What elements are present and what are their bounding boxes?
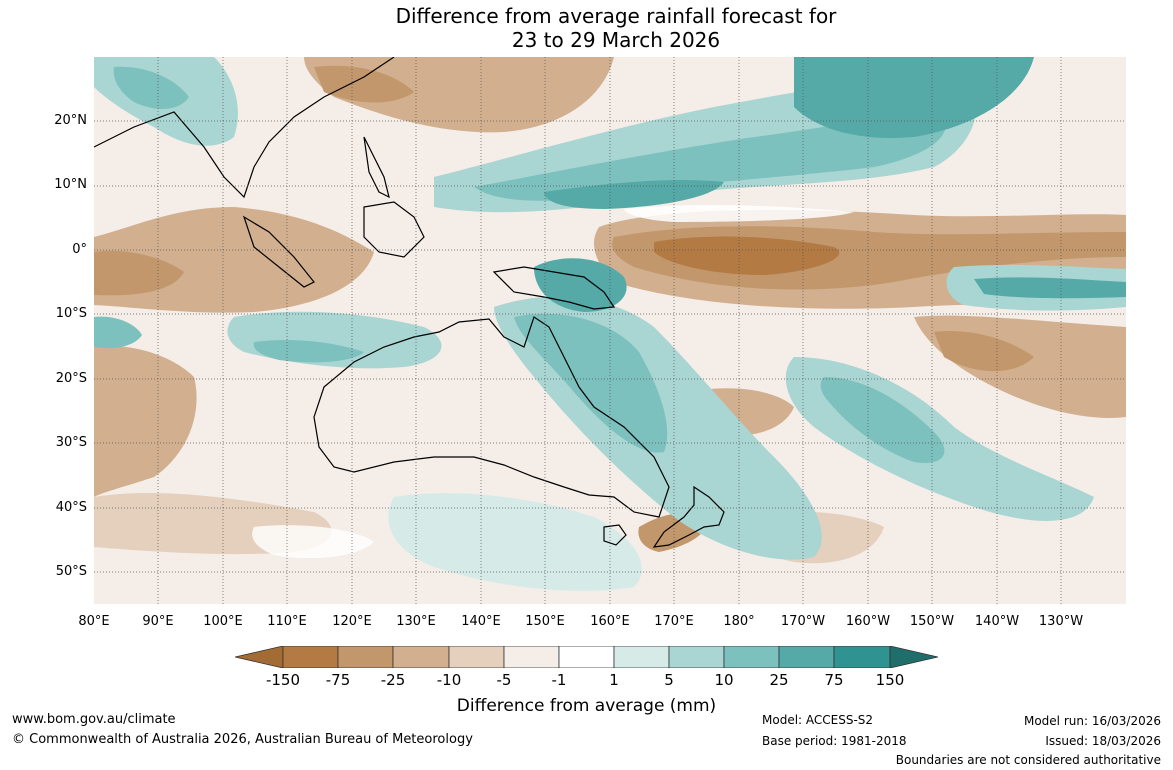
lon-label-140e: 140°E [461,614,501,629]
philippines-coastline [363,136,390,199]
asia-coastline [94,57,395,199]
lon-label-170w: 170°W [780,614,826,629]
legend-swatch-2 [337,646,394,668]
issued-date: Issued: 18/03/2026 [1045,734,1161,748]
borneo-coastline [363,201,425,258]
lon-label-170e: 170°E [654,614,694,629]
dry-region-west-indian [94,346,197,497]
legend-swatch-6 [558,646,615,668]
legend-tick-10: 10 [714,671,734,689]
legend-title: Difference from average (mm) [456,696,717,716]
lat-label-10s: 10°S [55,306,87,321]
legend-swatch-8 [668,646,725,668]
title-line-1: Difference from average rainfall forecas… [395,4,837,28]
neutral-band-southern [252,525,374,559]
legend-tick-minus-25: -25 [380,671,406,689]
lon-label-130e: 130°E [396,614,436,629]
lon-label-150w: 150°W [909,614,955,629]
wet-region-coral-sea-core [514,313,668,453]
wet-anomaly-regions [94,57,1126,591]
wet-region-south-pacific-core [820,377,945,463]
lon-label-100e: 100°E [203,614,243,629]
coastlines [94,57,725,548]
legend-swatch-7 [613,646,670,668]
sumatra-coastline [242,215,315,288]
model-name: Model: ACCESS-S2 [762,713,874,727]
lon-label-120e: 120°E [332,614,372,629]
wet-region-itcz-core [474,116,946,201]
dry-region-south-pacific-core [934,331,1034,372]
lon-label-80e: 80°E [78,614,110,629]
wet-region-itcz-deep [544,180,724,209]
copyright-text: © Commonwealth of Australia 2026, Austra… [12,732,473,747]
legend-swatch-4 [448,646,505,668]
legend-swatch-below-min [235,646,284,668]
tasmania-coastline [603,524,627,546]
legend-tick-minus-75: -75 [325,671,351,689]
lon-label-90e: 90°E [142,614,174,629]
lon-label-130w: 130°W [1038,614,1084,629]
dry-region-indian-core [94,250,184,296]
lon-label-160e: 160°E [590,614,630,629]
map-title: Difference from average rainfall forecas… [0,4,1173,52]
lat-label-equator: 0° [72,242,87,257]
dry-region-pacific-inner [654,236,840,275]
legend-tick-75: 75 [824,671,844,689]
lat-label-30s: 30°S [55,435,87,450]
wet-region-east-pacific-core [974,277,1126,299]
lat-label-20s: 20°S [55,371,87,386]
lon-label-110e: 110°E [267,614,307,629]
legend-colorbar [235,646,938,668]
legend-tick-minus-150: -150 [265,671,301,689]
graticule [94,57,1126,604]
legend-swatch-10 [778,646,835,668]
lat-label-50s: 50°S [55,564,87,579]
new-guinea-coastline [492,266,616,310]
dry-region-north-asia-core [314,65,414,103]
wet-region-melanesia [534,258,627,312]
legend-tick-5: 5 [664,671,674,689]
legend-tick-25: 25 [769,671,789,689]
legend-swatch-1 [282,646,339,668]
lon-label-180: 180° [723,614,755,629]
legend-tick-minus-10: -10 [436,671,462,689]
wet-region-southern-ocean [388,493,642,591]
lat-label-40s: 40°S [55,500,87,515]
neutral-regions [252,205,854,559]
legend-tick-minus-1: -1 [551,671,567,689]
legend-swatch-9 [723,646,780,668]
rainfall-anomaly-map [94,57,1126,604]
wet-region-north-pacific [794,57,1034,138]
new-zealand-coastline [652,485,725,548]
lon-label-160w: 160°W [845,614,891,629]
legend-swatch-above-max [889,646,938,668]
wet-region-west-indian [94,316,142,349]
legend-swatch-5 [503,646,560,668]
lat-label-20n: 20°N [54,113,87,128]
model-run-date: Model run: 16/03/2026 [1023,714,1161,728]
base-period: Base period: 1981-2018 [762,734,907,748]
legend-swatch-11 [833,646,891,668]
australia-coastline [313,316,670,518]
boundaries-disclaimer: Boundaries are not considered authoritat… [895,753,1161,767]
legend-tick-minus-5: -5 [496,671,512,689]
map-canvas [94,57,1126,604]
website-link[interactable]: www.bom.gov.au/climate [12,712,176,727]
legend-tick-150: 150 [875,671,905,689]
lon-label-140w: 140°W [974,614,1020,629]
wet-region-north-australia-core [253,340,364,363]
legend-swatch-3 [392,646,450,668]
legend-tick-1: 1 [609,671,619,689]
wet-region-indochina-core [113,66,189,109]
title-line-2: 23 to 29 March 2026 [511,28,721,52]
lat-label-10n: 10°N [54,177,87,192]
lon-label-150e: 150°E [525,614,565,629]
